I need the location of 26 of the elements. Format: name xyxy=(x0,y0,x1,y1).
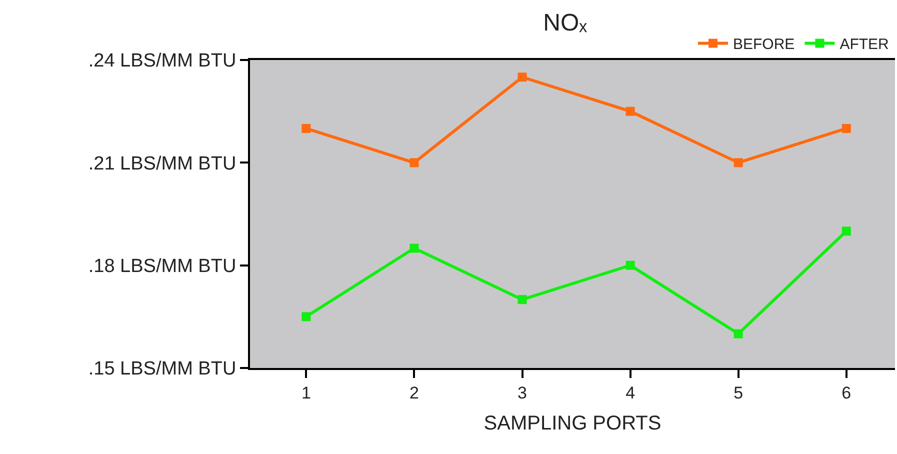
x-tick-label: 3 xyxy=(518,383,527,402)
point xyxy=(842,226,851,236)
y-tick-label: .21 LBS/MM BTU xyxy=(88,153,236,174)
y-tick-label: .18 LBS/MM BTU xyxy=(88,256,236,277)
legend-label: AFTER xyxy=(840,36,890,54)
point xyxy=(302,124,311,133)
point xyxy=(734,329,743,338)
x-tick-label: 4 xyxy=(626,383,636,402)
y-tick-label: .15 LBS/MM BTU xyxy=(88,358,236,380)
point xyxy=(410,244,419,253)
y-tick-label: .24 LBS/MM BTU xyxy=(88,50,236,72)
legend-label: BEFORE xyxy=(733,36,795,54)
x-tick-label: 5 xyxy=(734,383,744,402)
point xyxy=(518,295,527,304)
point xyxy=(518,72,527,82)
x-tick-label: 6 xyxy=(842,383,852,402)
x-tick-label: 2 xyxy=(409,383,419,402)
chart-title: NOₓ xyxy=(543,9,588,36)
x-axis-title: SAMPLING PORTS xyxy=(484,412,662,434)
x-tick-label: 1 xyxy=(301,383,311,402)
point xyxy=(626,106,635,116)
point xyxy=(842,124,851,133)
point xyxy=(626,260,635,270)
point xyxy=(302,312,311,322)
point xyxy=(410,158,419,168)
point xyxy=(734,158,743,168)
